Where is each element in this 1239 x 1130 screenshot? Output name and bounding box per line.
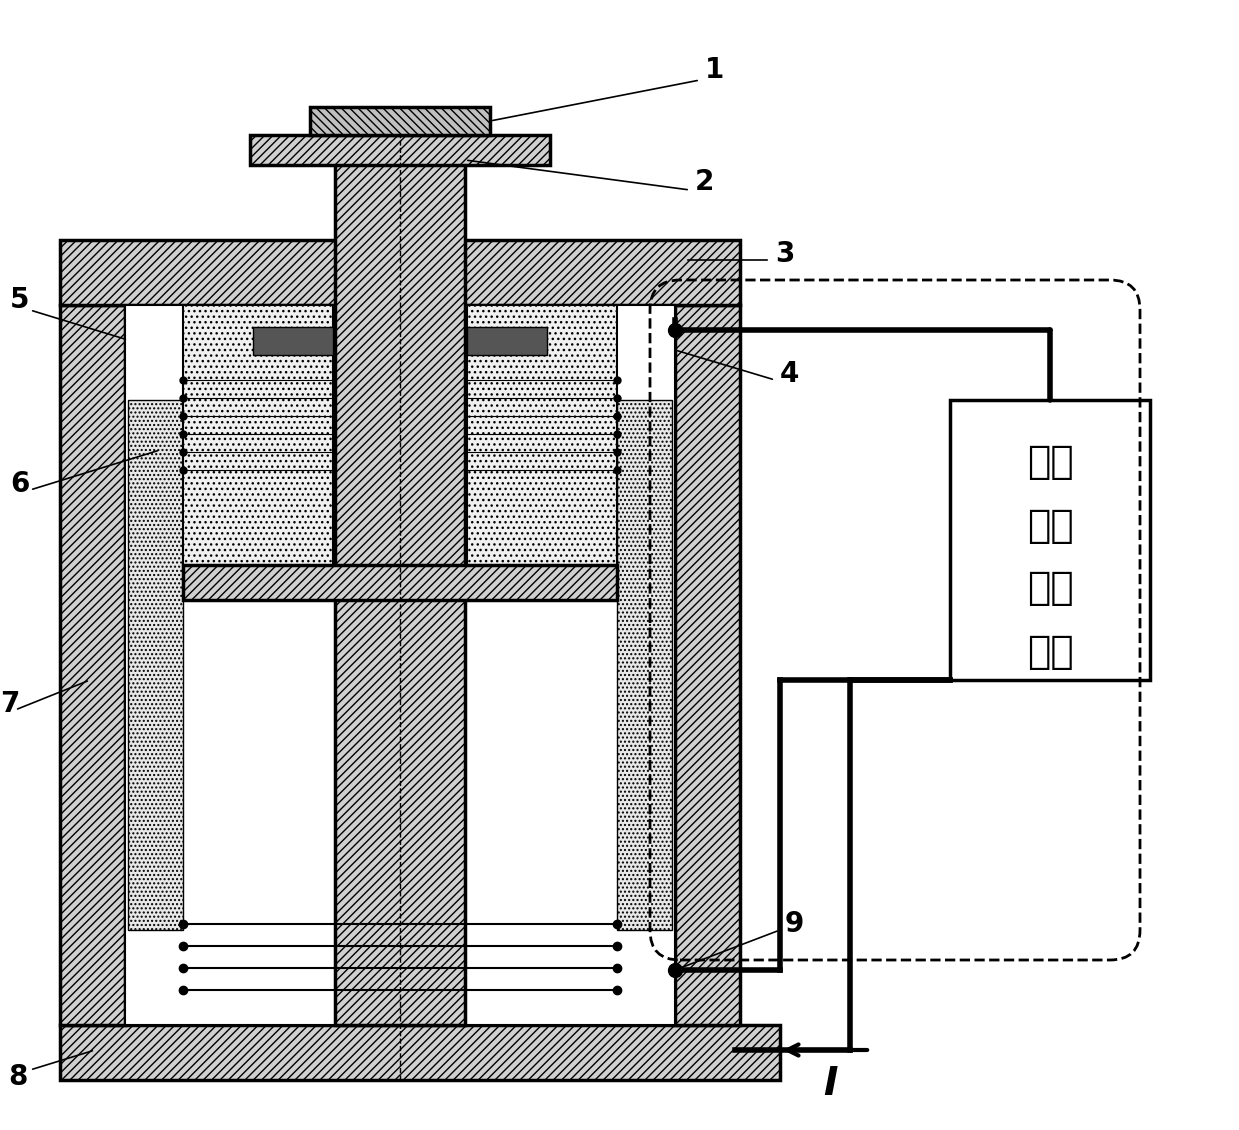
Text: 2: 2 (695, 168, 715, 195)
Text: 7: 7 (0, 690, 20, 718)
Text: 5: 5 (10, 286, 30, 314)
Text: 9: 9 (786, 910, 804, 938)
Bar (950, 400, 1150, 680)
Bar (467, 305, 617, 570)
Text: 3: 3 (776, 240, 794, 268)
Text: 8: 8 (7, 1063, 27, 1090)
Bar (183, 565, 617, 600)
Bar (253, 327, 333, 355)
Bar (250, 134, 550, 165)
Text: 电磁: 电磁 (1027, 443, 1073, 480)
Text: 4: 4 (781, 360, 799, 388)
Bar (125, 305, 675, 1025)
Text: 阻尼: 阻尼 (1027, 568, 1073, 607)
Bar (467, 327, 546, 355)
Bar (617, 400, 672, 930)
Text: 电路: 电路 (1027, 633, 1073, 671)
Bar (128, 400, 183, 930)
Bar (675, 305, 740, 1025)
Text: 6: 6 (10, 470, 30, 498)
Bar (59, 305, 125, 1025)
Text: 1: 1 (705, 56, 725, 84)
Bar (59, 240, 740, 305)
Bar (310, 107, 489, 134)
Bar (59, 1025, 781, 1080)
Text: I: I (823, 1064, 838, 1103)
Bar (335, 134, 465, 1025)
Text: 增强: 增强 (1027, 507, 1073, 545)
Bar (183, 305, 333, 570)
